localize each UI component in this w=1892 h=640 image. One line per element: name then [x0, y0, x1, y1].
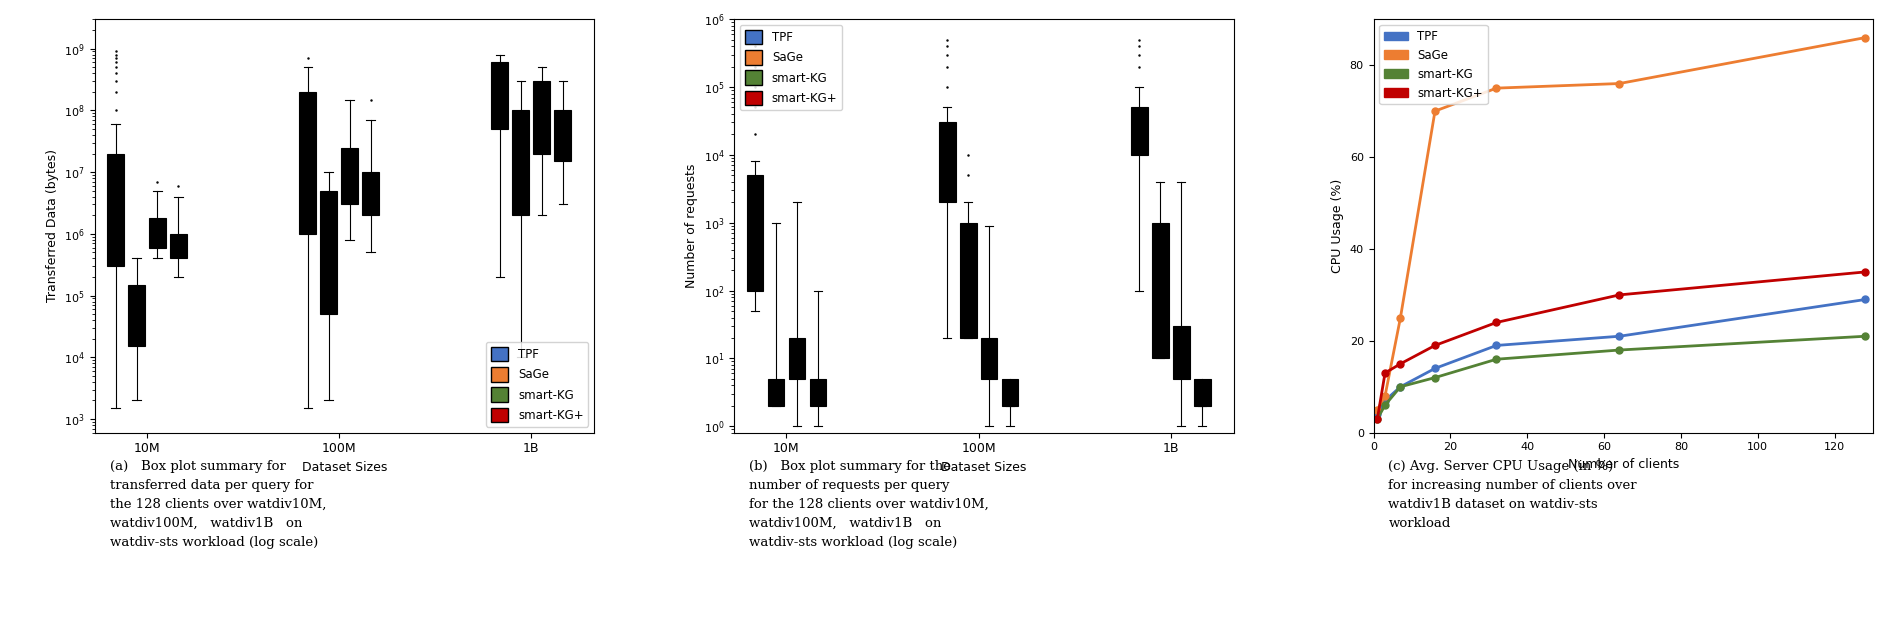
PathPatch shape [170, 234, 187, 259]
SaGe [1366, 406, 1389, 413]
Legend: TPF, SaGe, smart-KG, smart-KG+: TPF, SaGe, smart-KG, smart-KG+ [486, 342, 588, 427]
smart-KG [1485, 355, 1508, 363]
Y-axis label: CPU Usage (%): CPU Usage (%) [1332, 179, 1343, 273]
smart-KG+ [1423, 342, 1445, 349]
SaGe [1389, 314, 1411, 322]
Line: smart-KG: smart-KG [1374, 333, 1869, 422]
smart-KG [1608, 346, 1631, 354]
PathPatch shape [1131, 108, 1148, 155]
PathPatch shape [513, 110, 530, 215]
PathPatch shape [1173, 326, 1190, 379]
PathPatch shape [768, 379, 785, 406]
Text: (c) Avg. Server CPU Usage (in %)
for increasing number of clients over
watdiv1B : (c) Avg. Server CPU Usage (in %) for inc… [1389, 460, 1637, 530]
smart-KG+ [1389, 360, 1411, 367]
SaGe [1423, 108, 1445, 115]
PathPatch shape [959, 223, 976, 338]
smart-KG+ [1366, 415, 1389, 423]
Line: smart-KG+: smart-KG+ [1374, 268, 1869, 422]
smart-KG+ [1608, 291, 1631, 299]
PathPatch shape [1001, 379, 1018, 406]
X-axis label: Number of clients: Number of clients [1568, 458, 1678, 471]
smart-KG [1366, 415, 1389, 423]
TPF [1389, 383, 1411, 390]
PathPatch shape [747, 175, 762, 291]
smart-KG [1423, 374, 1445, 381]
Y-axis label: Transferred Data (bytes): Transferred Data (bytes) [45, 150, 59, 303]
Text: (a)   Box plot summary for
transferred data per query for
the 128 clients over w: (a) Box plot summary for transferred dat… [110, 460, 325, 549]
SaGe [1608, 80, 1631, 88]
TPF [1423, 365, 1445, 372]
PathPatch shape [108, 154, 125, 266]
PathPatch shape [149, 218, 166, 248]
PathPatch shape [789, 338, 806, 379]
PathPatch shape [554, 110, 571, 161]
smart-KG [1389, 383, 1411, 390]
smart-KG+ [1374, 369, 1396, 377]
PathPatch shape [810, 379, 827, 406]
PathPatch shape [341, 148, 358, 204]
TPF [1485, 342, 1508, 349]
PathPatch shape [492, 62, 509, 129]
smart-KG [1374, 401, 1396, 409]
TPF [1374, 397, 1396, 404]
X-axis label: Dataset Sizes: Dataset Sizes [301, 461, 388, 474]
SaGe [1485, 84, 1508, 92]
PathPatch shape [534, 81, 551, 154]
TPF [1366, 410, 1389, 418]
PathPatch shape [1194, 379, 1211, 406]
Text: (b)   Box plot summary for the
number of requests per query
for the 128 clients : (b) Box plot summary for the number of r… [749, 460, 990, 549]
TPF [1854, 296, 1877, 303]
PathPatch shape [320, 191, 337, 314]
PathPatch shape [361, 172, 378, 215]
smart-KG [1854, 332, 1877, 340]
TPF [1608, 332, 1631, 340]
SaGe [1854, 34, 1877, 42]
Legend: TPF, SaGe, smart-KG, smart-KG+: TPF, SaGe, smart-KG, smart-KG+ [1379, 25, 1487, 104]
Y-axis label: Number of requests: Number of requests [685, 164, 698, 288]
Legend: TPF, SaGe, smart-KG, smart-KG+: TPF, SaGe, smart-KG, smart-KG+ [740, 25, 842, 110]
smart-KG+ [1485, 319, 1508, 326]
SaGe [1374, 392, 1396, 400]
X-axis label: Dataset Sizes: Dataset Sizes [940, 461, 1027, 474]
PathPatch shape [980, 338, 997, 379]
PathPatch shape [1152, 223, 1169, 358]
smart-KG+ [1854, 268, 1877, 276]
Line: SaGe: SaGe [1374, 34, 1869, 413]
PathPatch shape [129, 285, 146, 346]
PathPatch shape [938, 122, 955, 202]
PathPatch shape [299, 92, 316, 234]
Line: TPF: TPF [1374, 296, 1869, 418]
